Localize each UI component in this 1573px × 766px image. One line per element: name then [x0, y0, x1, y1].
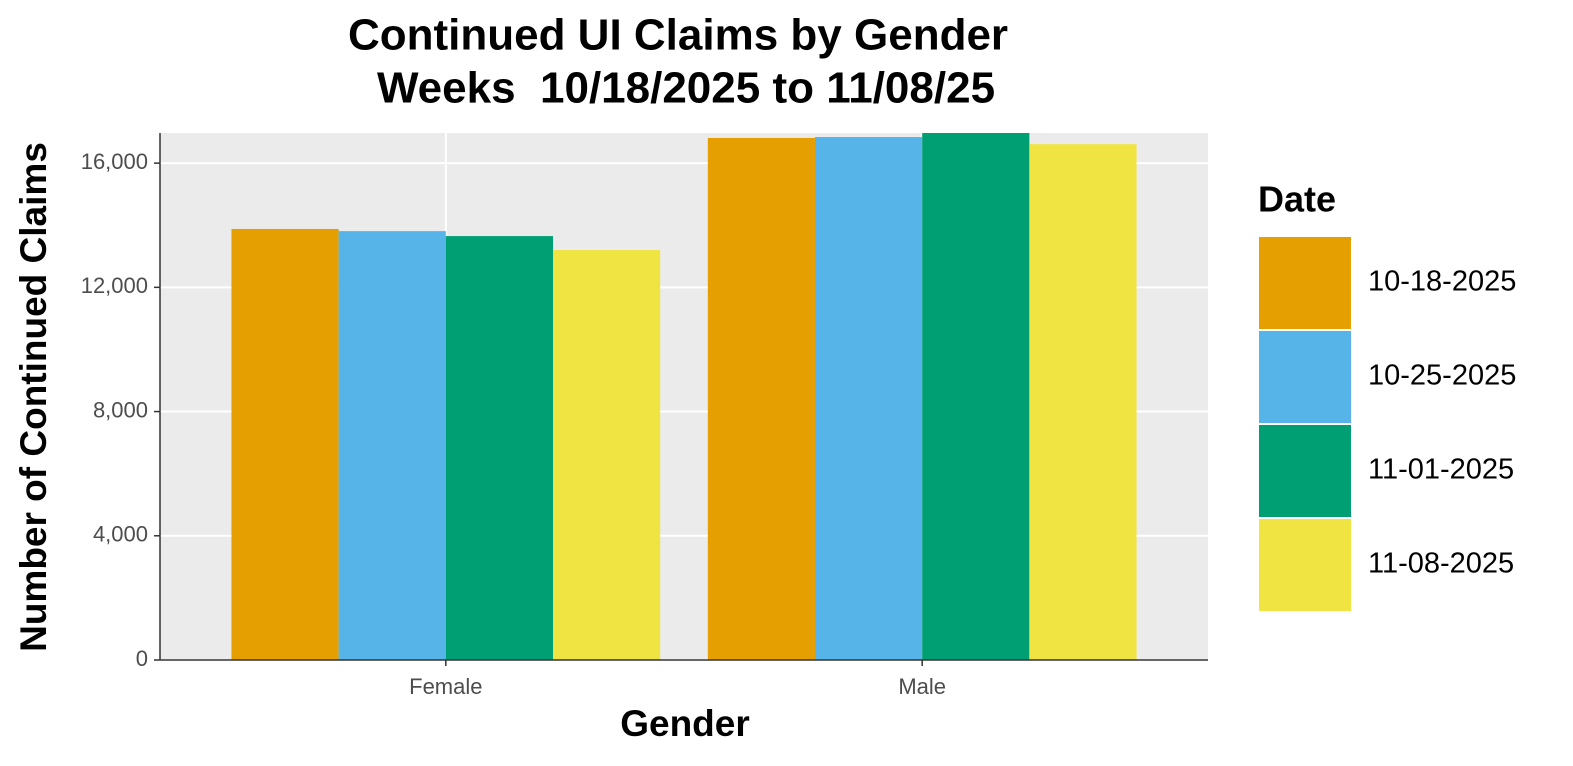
y-tick-label: 12,000	[81, 273, 148, 298]
bar	[1029, 144, 1137, 660]
legend-label: 10-18-2025	[1368, 266, 1516, 298]
bar	[231, 228, 339, 660]
x-tick-label: Female	[409, 674, 482, 699]
x-tick-label: Male	[898, 674, 946, 699]
bar	[815, 137, 923, 661]
bar	[338, 231, 446, 660]
y-tick-label: 8,000	[93, 397, 148, 422]
legend-key	[1257, 235, 1353, 331]
legend-key	[1257, 423, 1353, 519]
y-axis-title: Number of Continued Claims	[13, 142, 54, 652]
bar	[707, 137, 815, 661]
chart-subtitle: Weeks 10/18/2025 to 11/08/25	[377, 64, 995, 113]
bar	[922, 133, 1030, 660]
x-axis-title: Gender	[620, 703, 750, 744]
bar	[445, 236, 553, 661]
legend-key	[1257, 329, 1353, 425]
y-tick-label: 4,000	[93, 522, 148, 547]
y-tick-label: 0	[136, 646, 148, 671]
legend-title: Date	[1258, 179, 1336, 220]
y-tick-label: 16,000	[81, 149, 148, 174]
legend-label: 11-01-2025	[1368, 454, 1514, 486]
legend-label: 10-25-2025	[1368, 360, 1516, 392]
bar	[553, 250, 661, 660]
legend-label: 11-08-2025	[1368, 548, 1514, 580]
legend-key	[1257, 517, 1353, 613]
chart-title: Continued UI Claims by Gender	[348, 11, 1008, 60]
